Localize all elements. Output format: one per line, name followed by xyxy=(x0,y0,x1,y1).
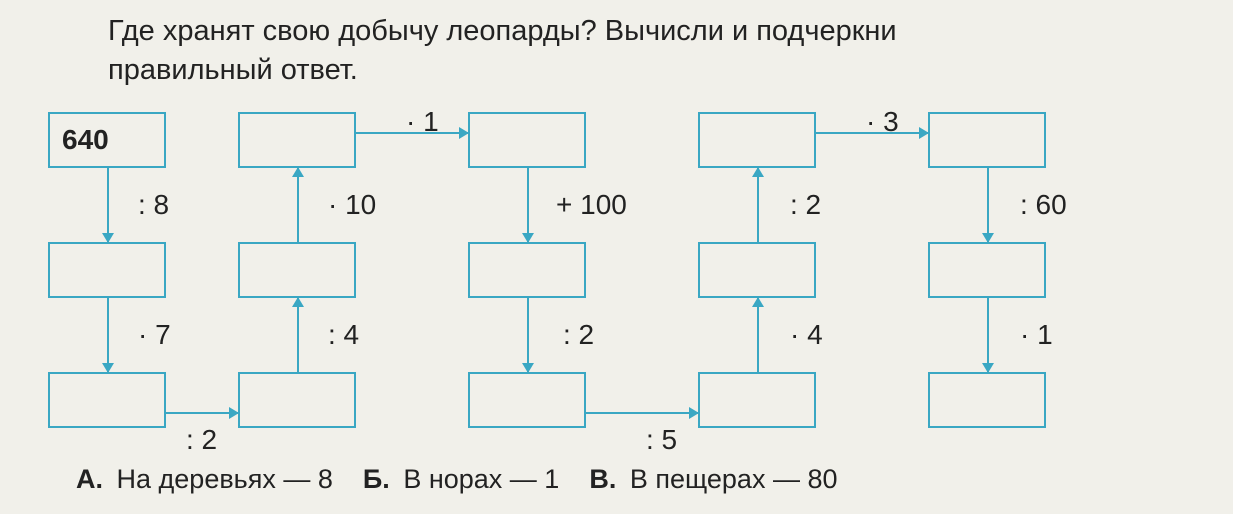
answer-text-a: На деревьях — 8 xyxy=(117,464,333,494)
op-div5: : 5 xyxy=(646,424,677,456)
box-12 xyxy=(698,112,816,168)
op-mul4: · 4 xyxy=(790,319,823,351)
op-div2c: : 2 xyxy=(790,189,821,221)
box-8 xyxy=(468,242,586,298)
answer-option-c[interactable]: В. В пещерах — 80 xyxy=(589,464,837,495)
op-mul1: · 1 xyxy=(406,106,439,138)
op-mul1b: · 1 xyxy=(1020,319,1053,351)
op-div4: : 4 xyxy=(328,319,359,351)
arrow-b10-b11 xyxy=(757,298,759,372)
box-1: 640 xyxy=(48,112,166,168)
box-15 xyxy=(928,372,1046,428)
box-3 xyxy=(48,372,166,428)
answer-text-c: В пещерах — 80 xyxy=(630,464,838,494)
question-line-1: Где хранят свою добычу леопарды? Вычисли… xyxy=(108,15,897,47)
flow-diagram: 640 : 8 · 7 : 2 : 4 · 10 · 1 + 100 : 2 :… xyxy=(40,112,1210,442)
box-2 xyxy=(48,242,166,298)
worksheet-page: Где хранят свою добычу леопарды? Вычисли… xyxy=(0,0,1233,514)
answer-letter-c: В. xyxy=(589,464,616,494)
answer-letter-a: А. xyxy=(76,464,103,494)
op-mul7: · 7 xyxy=(138,319,171,351)
arrow-b13-b14 xyxy=(987,168,989,242)
arrow-b4-b5 xyxy=(297,298,299,372)
arrow-b9-b10 xyxy=(586,412,698,414)
op-div60: : 60 xyxy=(1020,189,1067,221)
arrow-b11-b12 xyxy=(757,168,759,242)
answer-options: А. На деревьях — 8 Б. В норах — 1 В. В п… xyxy=(76,464,1196,495)
answer-option-a[interactable]: А. На деревьях — 8 xyxy=(76,464,333,495)
op-mul10: · 10 xyxy=(328,189,376,221)
question-text: Где хранят свою добычу леопарды? Вычисли… xyxy=(108,12,1188,90)
box-10 xyxy=(698,372,816,428)
answer-text-b: В норах — 1 xyxy=(403,464,559,494)
op-plus100: + 100 xyxy=(556,189,627,221)
op-div2b: : 2 xyxy=(563,319,594,351)
arrow-b1-b2 xyxy=(107,168,109,242)
box-13 xyxy=(928,112,1046,168)
box-9 xyxy=(468,372,586,428)
box-6 xyxy=(238,112,356,168)
arrow-b2-b3 xyxy=(107,298,109,372)
box-4 xyxy=(238,372,356,428)
arrow-b8-b9 xyxy=(527,298,529,372)
arrow-b7-b8 xyxy=(527,168,529,242)
op-mul3: · 3 xyxy=(866,106,899,138)
box-11 xyxy=(698,242,816,298)
box-7 xyxy=(468,112,586,168)
arrow-b14-b15 xyxy=(987,298,989,372)
arrow-b5-b6 xyxy=(297,168,299,242)
box-14 xyxy=(928,242,1046,298)
answer-option-b[interactable]: Б. В норах — 1 xyxy=(363,464,559,495)
answer-letter-b: Б. xyxy=(363,464,390,494)
question-line-2: правильный ответ. xyxy=(108,54,358,86)
op-div2: : 2 xyxy=(186,424,217,456)
arrow-b3-b4 xyxy=(166,412,238,414)
op-div8: : 8 xyxy=(138,189,169,221)
box-5 xyxy=(238,242,356,298)
